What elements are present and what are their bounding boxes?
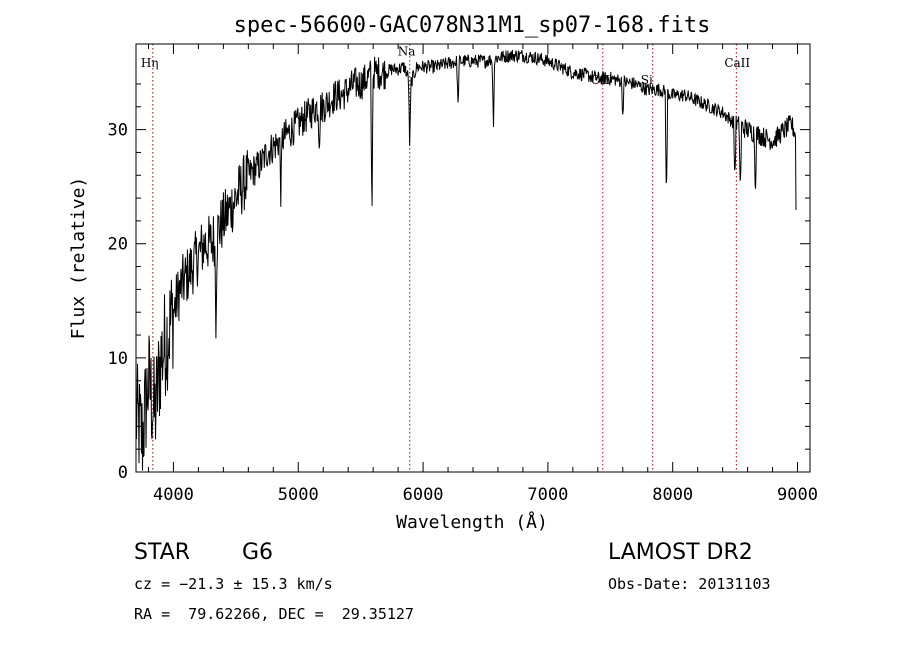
y-tick-label: 30: [108, 121, 128, 141]
y-tick-label: 20: [108, 235, 128, 255]
x-tick-label: 4000: [153, 485, 194, 505]
x-tick-label: 5000: [278, 485, 319, 505]
spectral-line-label: CaII: [724, 56, 750, 70]
spectral-line-label: Hη: [141, 56, 159, 70]
survey-name: LAMOST DR2: [608, 540, 753, 565]
subclass: G6: [242, 540, 274, 565]
spectrum-line: [135, 49, 797, 471]
spectral-line-label: Na: [398, 44, 416, 58]
x-tick-label: 6000: [403, 485, 444, 505]
y-tick-label: 10: [108, 349, 128, 369]
y-tick-label: 0: [118, 463, 128, 483]
x-tick-label: 7000: [527, 485, 568, 505]
y-axis-label: Flux (relative): [68, 177, 89, 340]
x-tick-label: 8000: [652, 485, 693, 505]
redshift-text: cz = −21.3 ± 15.3 km/s: [134, 575, 333, 593]
coordinates: RA = 79.62266, DEC = 29.35127: [134, 605, 414, 623]
object-class: STAR: [134, 540, 191, 565]
chart-title: spec-56600-GAC078N31M1_sp07-168.fits: [234, 13, 711, 38]
y-axis: 0 10 20 30: [108, 83, 810, 483]
x-axis-label: Wavelength (Å): [396, 511, 548, 533]
obs-date: Obs-Date: 20131103: [608, 575, 771, 593]
x-axis: 4000 5000 6000 7000 8000 9000: [147, 44, 818, 505]
spectrum-line-group: [135, 49, 797, 471]
x-tick-label: 9000: [777, 485, 818, 505]
